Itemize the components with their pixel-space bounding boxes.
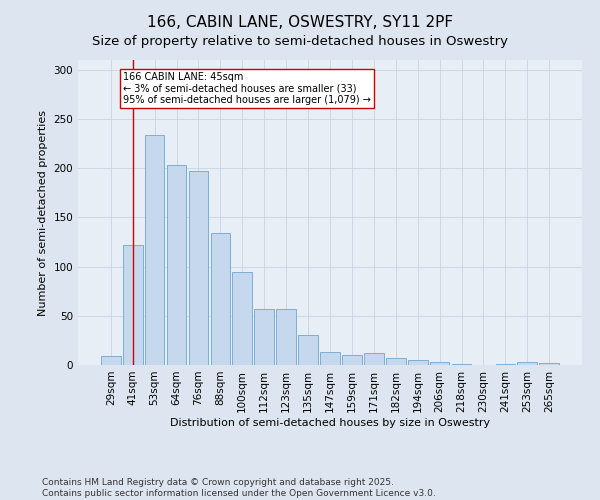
Bar [539,363,559,365]
Text: 166, CABIN LANE, OSWESTRY, SY11 2PF: 166, CABIN LANE, OSWESTRY, SY11 2PF [147,15,453,30]
Bar [320,352,340,365]
Text: Contains HM Land Registry data © Crown copyright and database right 2025.
Contai: Contains HM Land Registry data © Crown c… [42,478,436,498]
Text: Size of property relative to semi-detached houses in Oswestry: Size of property relative to semi-detach… [92,35,508,48]
Bar [496,364,515,365]
Bar [298,336,318,365]
Bar [254,309,274,365]
X-axis label: Distribution of semi-detached houses by size in Oswestry: Distribution of semi-detached houses by … [170,418,490,428]
Bar [211,233,230,365]
Bar [232,272,252,365]
Bar [145,135,164,365]
Bar [430,362,449,365]
Bar [342,355,362,365]
Bar [452,364,472,365]
Bar [123,245,143,365]
Bar [276,309,296,365]
Bar [101,356,121,365]
Bar [188,171,208,365]
Bar [517,362,537,365]
Bar [408,360,428,365]
Bar [364,353,384,365]
Text: 166 CABIN LANE: 45sqm
← 3% of semi-detached houses are smaller (33)
95% of semi-: 166 CABIN LANE: 45sqm ← 3% of semi-detac… [123,72,371,105]
Y-axis label: Number of semi-detached properties: Number of semi-detached properties [38,110,48,316]
Bar [167,166,187,365]
Bar [386,358,406,365]
